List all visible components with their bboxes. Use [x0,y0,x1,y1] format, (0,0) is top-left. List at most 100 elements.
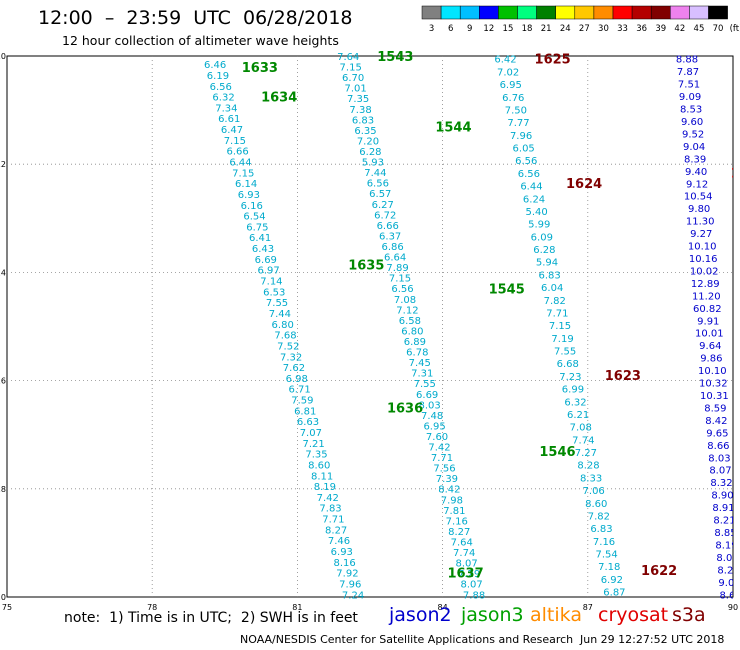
wave-height-value: 6.56 [515,156,537,167]
wave-height-value: 6.98 [286,374,308,385]
wave-height-value: 6.04 [541,283,563,294]
colorbar-tick-label: 36 [636,24,647,34]
wave-height-value: 7.60 [426,432,448,443]
wave-height-value: 8.20 [717,565,739,576]
wave-height-value: 7.42 [428,443,450,454]
colorbar-tick-label: 15 [503,24,514,34]
wave-height-value: 7.54 [596,550,618,561]
wave-height-value: 7.29 [458,569,480,580]
pass-time-label: 1543 [377,50,413,65]
wave-height-value: 8.42 [705,416,727,427]
wave-height-value: 7.15 [389,274,411,285]
wave-height-value: 7.48 [421,411,443,422]
wave-height-value: 8.91 [712,503,734,514]
wave-height-value: 7.14 [260,277,282,288]
wave-height-value: 7.27 [575,448,597,459]
latitude-tick-label: -16 [0,377,6,386]
wave-height-value: 8.90 [711,491,733,502]
colorbar-tick-label: 39 [655,24,666,34]
longitude-tick-label: 87 [583,603,593,612]
wave-height-value: 8.16 [333,558,355,569]
legend-jason3: jason3 [461,604,524,626]
wave-height-value: 8.11 [311,471,333,482]
wave-height-value: 8.88 [676,55,698,66]
wave-height-value: 7.21 [303,439,325,450]
wave-height-value: 6.70 [342,73,364,84]
wave-height-value: 6.46 [204,60,226,71]
wave-height-value: 6.93 [238,190,260,201]
wave-height-value: 7.62 [283,363,305,374]
latitude-tick-label: -18 [0,485,6,494]
wave-height-value: 7.16 [593,537,615,548]
wave-height-value: 7.16 [446,516,468,527]
wave-height-value: 7.56 [433,464,455,475]
wave-height-value: 6.21 [567,410,589,421]
wave-height-value: 6.09 [531,232,553,243]
wave-height-value: 8.07 [460,580,482,591]
legend-altika: altika [530,604,582,626]
wave-height-value: 6.68 [557,359,579,370]
colorbar-tick-label: 21 [541,24,552,34]
wave-height-value: 7.64 [451,538,473,549]
colorbar-tick-label: 27 [579,24,590,34]
legend-jason2: jason2 [389,604,452,626]
wave-height-value: 7.55 [266,298,288,309]
wave-height-value: 6.71 [288,385,310,396]
wave-height-value: 6.86 [382,242,404,253]
wave-height-value: 7.89 [386,263,408,274]
wave-height-value: 7.15 [340,63,362,74]
wave-height-value: 6.93 [331,547,353,558]
legend-cryosat: cryosat [598,604,669,626]
wave-height-value: 10.31 [700,391,729,402]
colorbar-tick-label: 3 [429,24,434,34]
wave-height-value: 7.98 [441,495,463,506]
wave-height-value: 7.34 [215,103,237,114]
wave-height-value: 6.63 [297,417,319,428]
pass-time-label: 1623 [605,369,641,384]
wave-height-value: 7.19 [551,334,573,345]
wave-height-value: 11.30 [686,217,715,228]
wave-height-value: 7.55 [554,347,576,358]
wave-height-value: 8.60 [585,499,607,510]
wave-height-value: 8.07 [456,559,478,570]
wave-height-value: 7.12 [396,305,418,316]
wave-height-value: 8.39 [684,154,706,165]
map-subtitle: 12 hour collection of altimeter wave hei… [62,33,339,48]
colorbar-tick-label: 33 [617,24,628,34]
colorbar-tick-label: 9 [467,24,472,34]
wave-height-value: 9.65 [706,428,728,439]
wave-height-value: 6.42 [494,55,516,66]
wave-height-value: 6.56 [518,169,540,180]
wave-height-value: 8.66 [707,441,729,452]
wave-height-value: 8.21 [713,516,735,527]
wave-height-value: 10.32 [699,379,728,390]
wave-height-value: 9.91 [697,316,719,327]
wave-height-value: 5.99 [528,220,550,231]
wave-height-value: 10.10 [688,242,717,253]
longitude-tick-label: 78 [147,603,157,612]
wave-height-value: 8.42 [438,485,460,496]
wave-height-value: 8.85 [714,528,736,539]
latitude-tick-label: -10 [0,52,6,61]
wave-height-value: 6.24 [523,194,545,205]
pass-time-label: 1633 [242,61,278,76]
wave-height-value: 7.07 [300,428,322,439]
wave-height-value: 7.24 [342,590,364,601]
wave-height-value: 7.68 [274,331,296,342]
pass-time-label: 1634 [261,91,297,106]
map-title: 12:00 – 23:59 UTC 06/28/2018 [38,7,353,29]
wave-height-value: 12.89 [691,279,720,290]
wave-height-value: 6.14 [235,179,257,190]
wave-height-value: 6.80 [272,320,294,331]
wave-height-value: 8.60 [719,590,740,601]
wave-height-value: 9.86 [700,354,722,365]
wave-height-value: 11.20 [692,291,721,302]
wave-height-value: 7.35 [347,94,369,105]
wave-height-value: 7.42 [317,493,339,504]
wave-height-value: 7.32 [280,352,302,363]
credit-line: NOAA/NESDIS Center for Satellite Applica… [240,633,574,646]
wave-height-value: 7.96 [510,131,532,142]
timestamp: Jun 29 12:27:52 UTC 2018 [580,633,725,646]
wave-height-value: 7.08 [570,423,592,434]
